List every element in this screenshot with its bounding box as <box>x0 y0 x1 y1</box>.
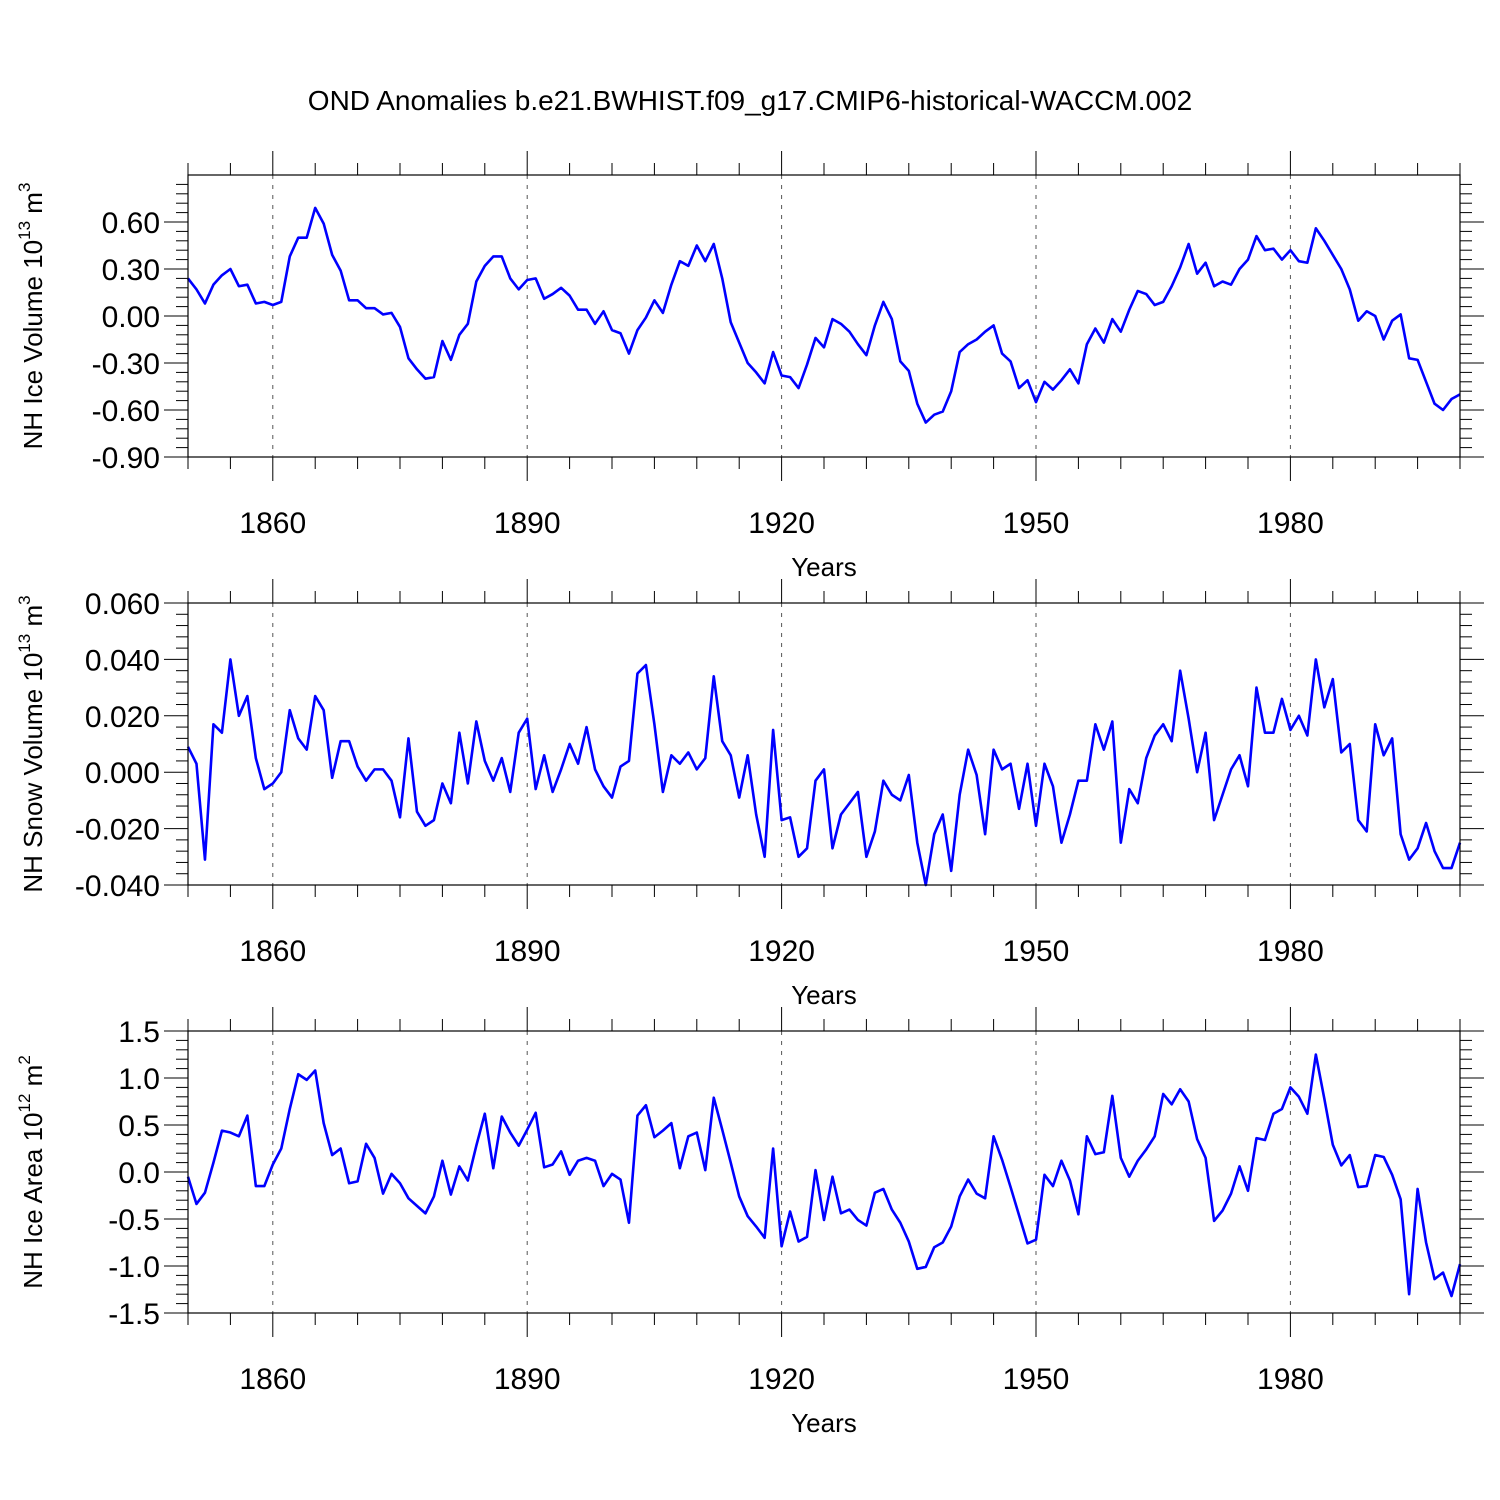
y-tick-label: -0.90 <box>92 442 160 475</box>
y-tick-label: -0.60 <box>92 395 160 428</box>
y-axis-label: NH Ice Volume 1013 m3 <box>15 183 48 450</box>
x-tick-label: 1950 <box>1003 1363 1070 1396</box>
y-tick-label: -0.040 <box>75 870 160 903</box>
y-tick-label: -1.5 <box>108 1298 160 1331</box>
series-line <box>186 658 1462 887</box>
x-axis-label: Years <box>791 980 857 1010</box>
y-tick-label: -0.020 <box>75 814 160 847</box>
figure-title: OND Anomalies b.e21.BWHIST.f09_g17.CMIP6… <box>308 85 1192 116</box>
plot-frame <box>187 602 1461 886</box>
x-tick-label: 1950 <box>1003 507 1070 540</box>
series-line <box>186 1053 1462 1298</box>
x-tick-label: 1980 <box>1257 1363 1324 1396</box>
y-tick-label: 0.0 <box>118 1157 160 1190</box>
x-tick-label: 1890 <box>494 1363 561 1396</box>
x-tick-label: 1890 <box>494 935 561 968</box>
y-tick-label: 0.060 <box>85 588 160 621</box>
x-tick-label: 1860 <box>239 935 306 968</box>
y-tick-label: 0.000 <box>85 757 160 790</box>
x-tick-label: 1980 <box>1257 507 1324 540</box>
y-tick-label: 0.30 <box>102 254 160 287</box>
y-tick-label: 0.60 <box>102 207 160 240</box>
x-axis-label: Years <box>791 552 857 582</box>
x-tick-label: 1920 <box>748 935 815 968</box>
y-axis-label: NH Ice Area 1012 m2 <box>15 1055 48 1289</box>
y-tick-label: 0.00 <box>102 301 160 334</box>
y-tick-label: 1.5 <box>118 1016 160 1049</box>
x-axis-label: Years <box>791 1408 857 1438</box>
y-tick-label: -1.0 <box>108 1251 160 1284</box>
y-tick-label: 0.040 <box>85 644 160 677</box>
y-axis-label: NH Snow Volume 1013 m3 <box>15 595 48 892</box>
x-tick-label: 1920 <box>748 507 815 540</box>
chart-panel-1: -0.90 -0.60 -0.30 0.00 0.30 0.60 1860 1890 1920 1… <box>15 151 1484 582</box>
x-tick-label: 1890 <box>494 507 561 540</box>
x-tick-label: 1860 <box>239 507 306 540</box>
x-tick-label: 1950 <box>1003 935 1070 968</box>
series-line <box>186 206 1461 424</box>
y-tick-label: 0.020 <box>85 701 160 734</box>
x-tick-label: 1980 <box>1257 935 1324 968</box>
y-tick-label: 0.5 <box>118 1110 160 1143</box>
chart-panel-3: -1.5 -1.0 -0.5 0.0 0.5 1.0 1.5 1860 1890 1920 1950… <box>15 1007 1484 1438</box>
y-tick-label: 1.0 <box>118 1063 160 1096</box>
y-tick-label: -0.30 <box>92 348 160 381</box>
x-tick-label: 1920 <box>748 1363 815 1396</box>
chart-panel-2: -0.040 -0.020 0.000 0.020 0.040 0.060 1860 1890… <box>15 579 1484 1010</box>
x-tick-label: 1860 <box>239 1363 306 1396</box>
plot-frame <box>187 1030 1461 1314</box>
y-tick-label: -0.5 <box>108 1204 160 1237</box>
plot-frame <box>187 174 1461 458</box>
